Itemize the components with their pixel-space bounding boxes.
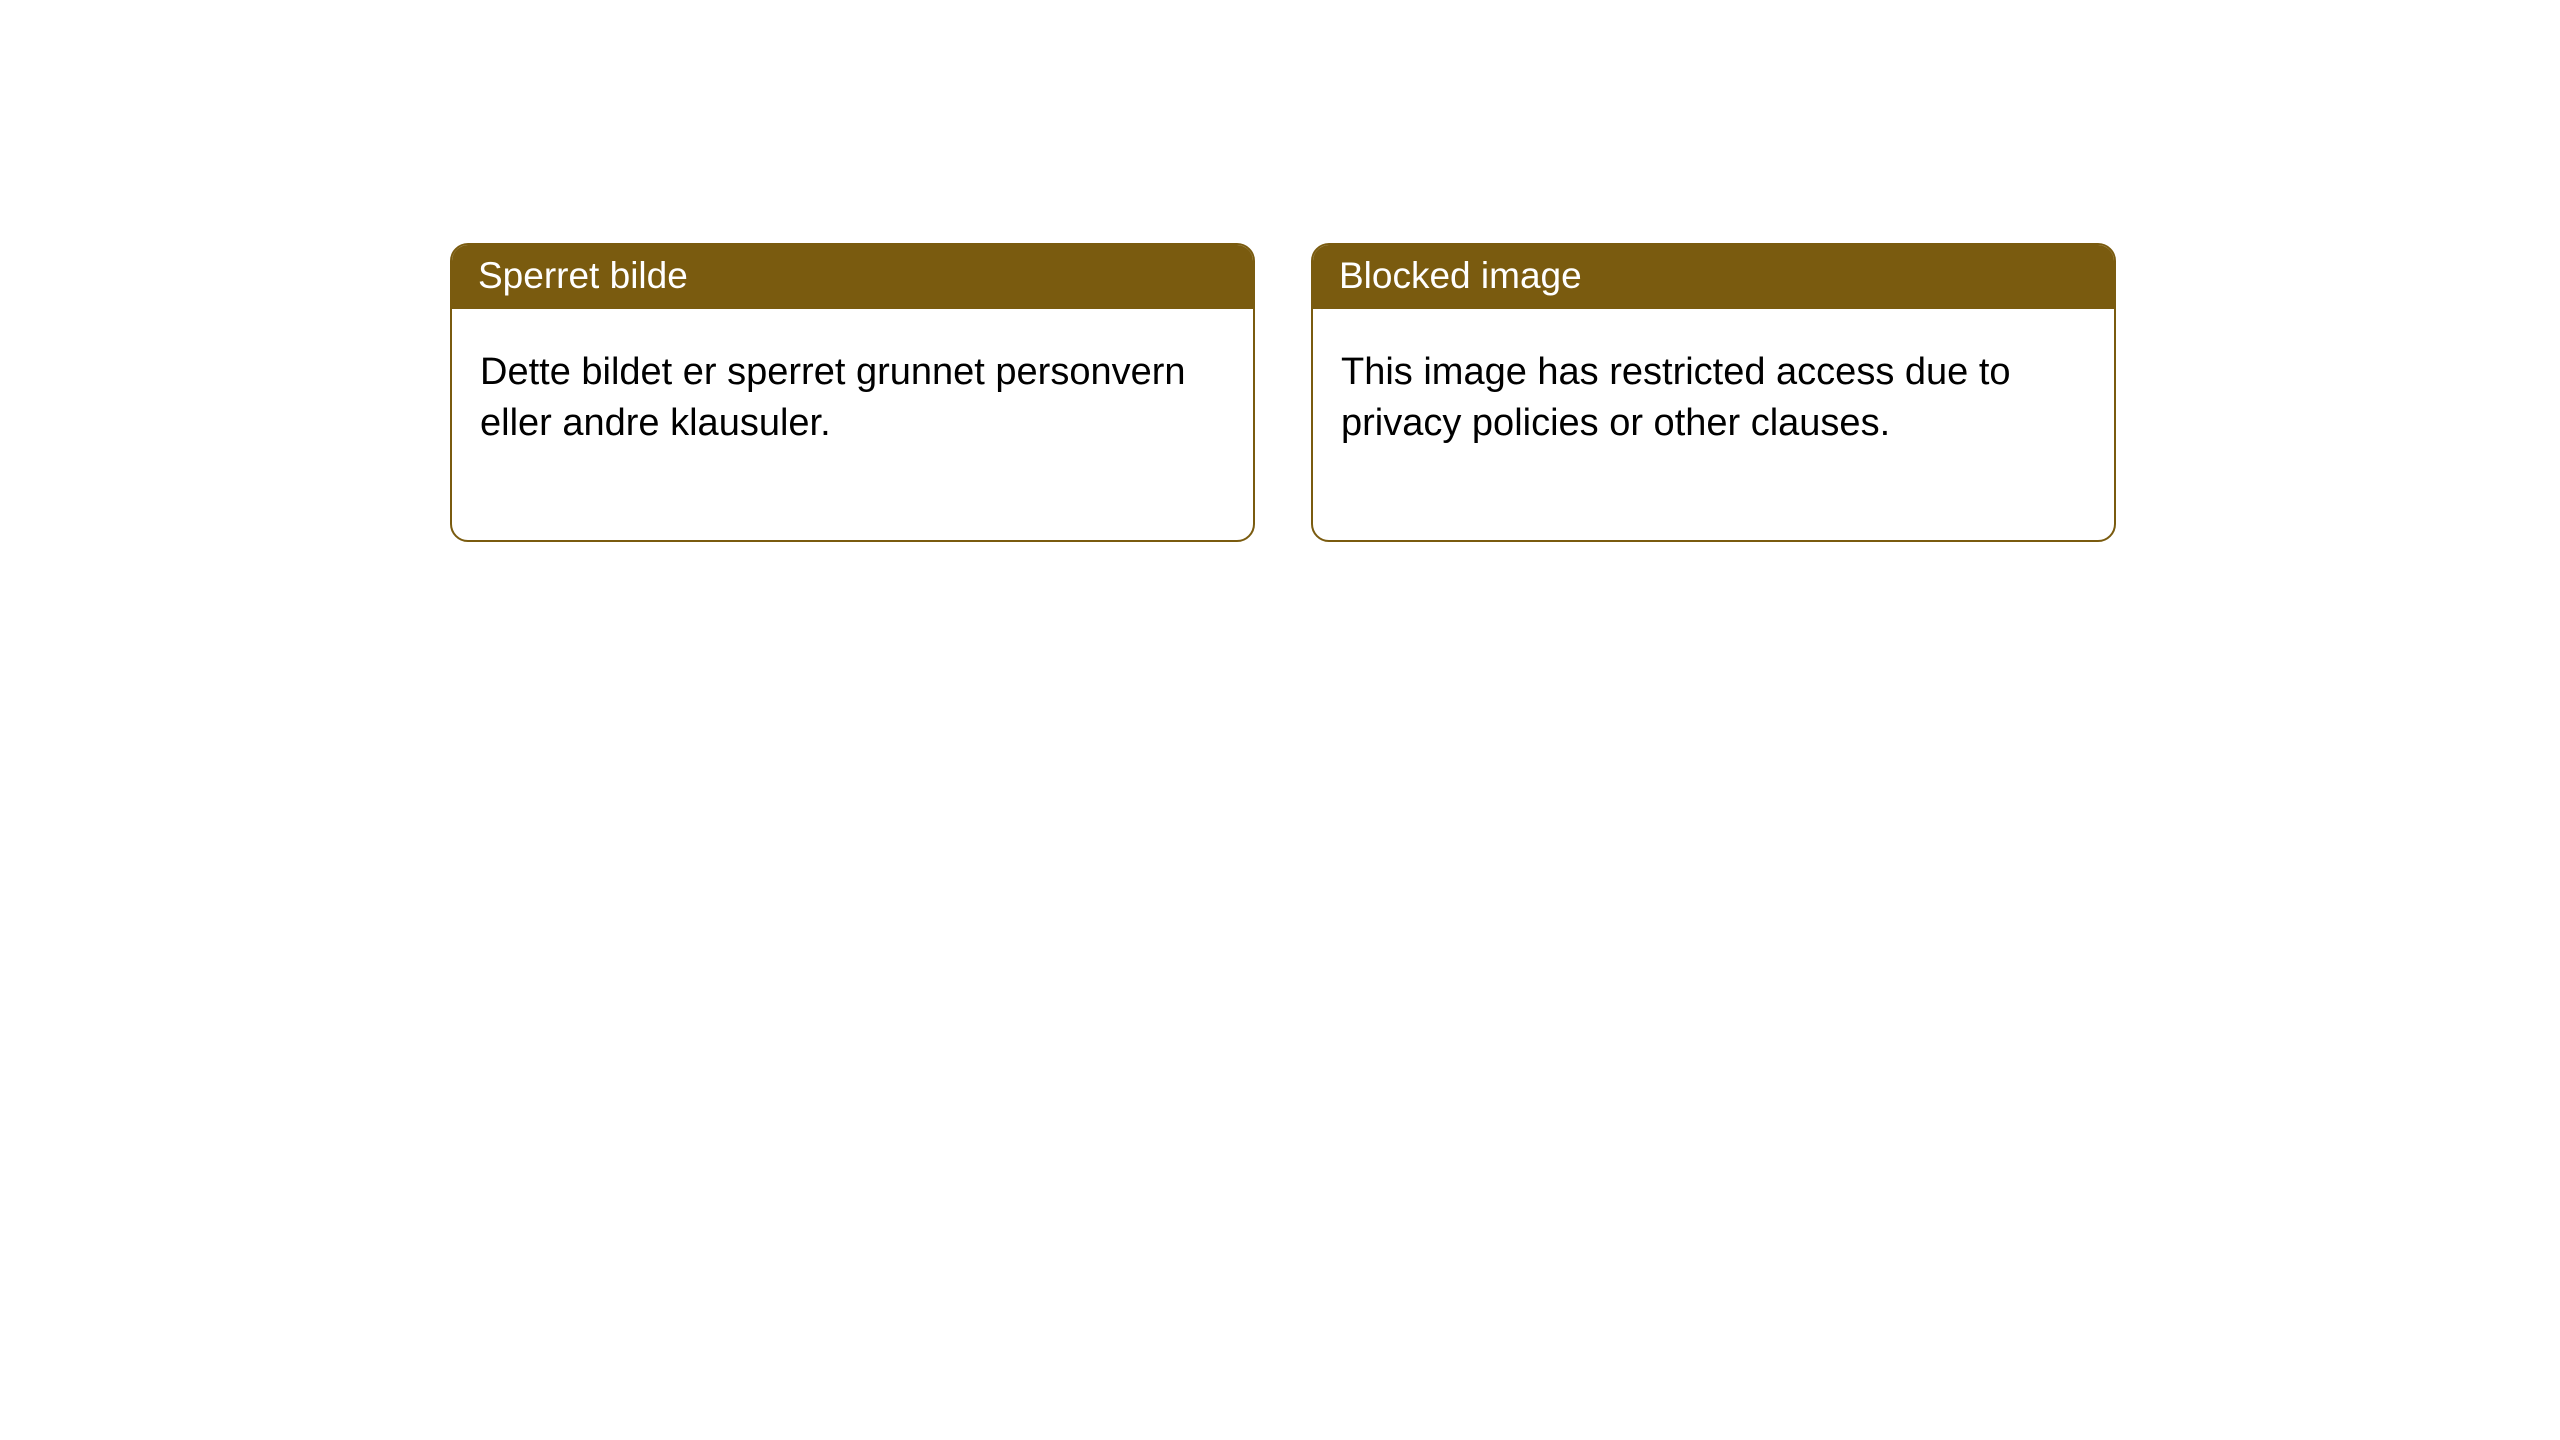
- card-title-en: Blocked image: [1313, 245, 2114, 309]
- notice-container: Sperret bilde Dette bildet er sperret gr…: [0, 0, 2560, 542]
- blocked-image-card-en: Blocked image This image has restricted …: [1311, 243, 2116, 542]
- card-body-no: Dette bildet er sperret grunnet personve…: [452, 309, 1253, 540]
- card-body-en: This image has restricted access due to …: [1313, 309, 2114, 540]
- card-title-no: Sperret bilde: [452, 245, 1253, 309]
- blocked-image-card-no: Sperret bilde Dette bildet er sperret gr…: [450, 243, 1255, 542]
